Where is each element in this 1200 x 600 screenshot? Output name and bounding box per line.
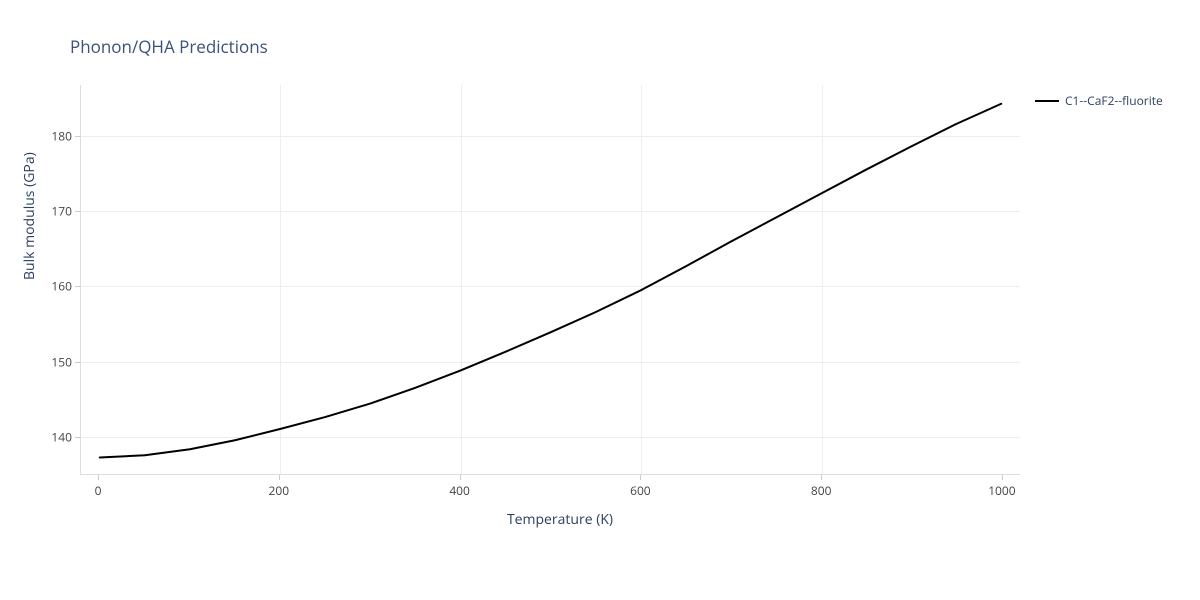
x-tick-label: 400 xyxy=(449,482,470,499)
x-tick-mark xyxy=(1002,475,1003,480)
legend[interactable]: C1--CaF2--fluorite xyxy=(1035,92,1163,109)
legend-swatch xyxy=(1035,100,1059,102)
x-tick-label: 600 xyxy=(630,482,651,499)
x-tick-mark xyxy=(279,475,280,480)
x-axis-label: Temperature (K) xyxy=(507,510,613,529)
chart-title: Phonon/QHA Predictions xyxy=(70,35,268,58)
y-tick-mark xyxy=(75,211,80,212)
y-tick-mark xyxy=(75,286,80,287)
chart-series-svg xyxy=(81,85,1020,474)
chart-container: Phonon/QHA Predictions 0 200 400 600 800 1000… xyxy=(0,0,1200,600)
x-tick-label: 200 xyxy=(269,482,290,499)
x-tick-label: 0 xyxy=(95,482,102,499)
x-tick-mark xyxy=(640,475,641,480)
plot-area[interactable] xyxy=(80,85,1020,475)
y-tick-label: 170 xyxy=(51,203,72,220)
y-tick-mark xyxy=(75,437,80,438)
x-tick-label: 1000 xyxy=(988,482,1015,499)
y-tick-label: 180 xyxy=(51,128,72,145)
y-axis-label: Bulk modulus (GPa) xyxy=(20,152,39,280)
y-tick-label: 140 xyxy=(51,428,72,445)
x-tick-mark xyxy=(460,475,461,480)
y-tick-mark xyxy=(75,362,80,363)
legend-label: C1--CaF2--fluorite xyxy=(1065,92,1163,109)
x-tick-mark xyxy=(821,475,822,480)
x-tick-mark xyxy=(98,475,99,480)
x-axis-label-wrap: Temperature (K) xyxy=(0,510,1200,529)
y-tick-label: 160 xyxy=(51,278,72,295)
y-tick-label: 150 xyxy=(51,353,72,370)
series-line-0[interactable] xyxy=(100,104,1002,458)
x-tick-label: 800 xyxy=(811,482,832,499)
y-tick-mark xyxy=(75,136,80,137)
